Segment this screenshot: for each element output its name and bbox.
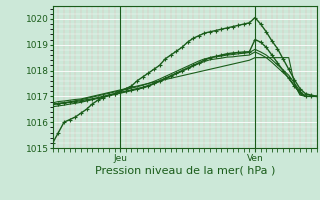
X-axis label: Pression niveau de la mer( hPa ): Pression niveau de la mer( hPa ) (95, 165, 275, 175)
